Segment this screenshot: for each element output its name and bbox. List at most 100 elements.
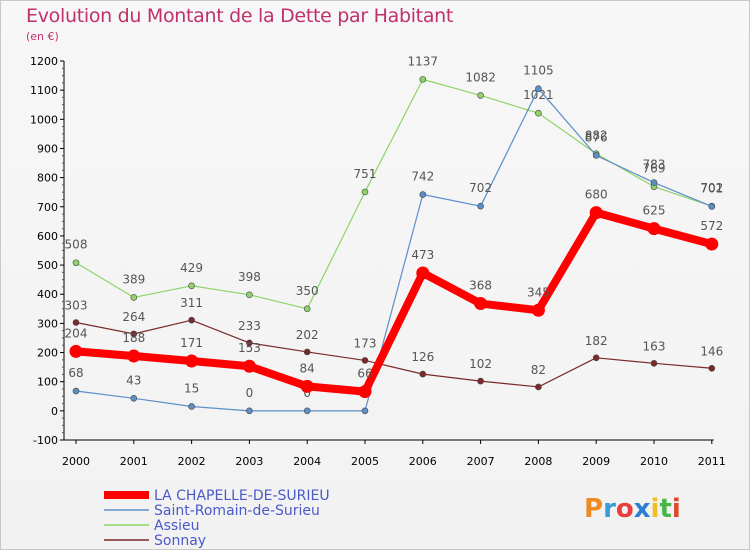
y-tick-label: -100 — [33, 434, 58, 447]
x-tick-label: 2005 — [351, 455, 379, 468]
data-label: 311 — [180, 296, 203, 310]
data-point — [303, 348, 311, 356]
data-label: 702 — [469, 181, 492, 195]
data-point — [474, 297, 488, 311]
data-label: 751 — [354, 167, 377, 181]
data-label: 429 — [180, 261, 203, 275]
data-label: 43 — [126, 373, 141, 387]
data-label: 1021 — [523, 88, 554, 102]
x-tick-label: 2007 — [467, 455, 495, 468]
proxiti-logo: Proxiti — [584, 494, 681, 524]
data-label: 303 — [65, 299, 88, 313]
y-tick-label: 1000 — [30, 113, 58, 126]
data-label: 126 — [411, 350, 434, 364]
data-label: 769 — [643, 162, 666, 176]
data-point — [188, 316, 195, 324]
data-point — [592, 354, 600, 362]
data-label: 171 — [180, 336, 203, 350]
data-label: 572 — [700, 219, 723, 233]
data-point — [300, 379, 314, 393]
data-point — [705, 237, 719, 251]
y-tick-label: 400 — [37, 288, 58, 301]
data-point — [361, 357, 369, 364]
x-tick-label: 2011 — [698, 455, 726, 468]
x-tick-label: 2006 — [409, 455, 437, 468]
data-point — [592, 152, 600, 159]
y-tick-label: 900 — [37, 142, 58, 155]
data-label: 742 — [411, 170, 434, 184]
series-line — [75, 88, 713, 412]
data-label: 15 — [184, 381, 199, 395]
data-point — [188, 403, 195, 410]
data-label: 876 — [585, 130, 608, 144]
y-tick-label: 1100 — [30, 84, 58, 97]
data-point — [647, 222, 661, 236]
data-point — [708, 203, 716, 210]
data-label: 68 — [68, 366, 83, 380]
y-tick-label: 1200 — [30, 55, 58, 68]
y-tick-label: 800 — [37, 172, 58, 185]
data-point — [361, 188, 369, 196]
legend-label: Assieu — [154, 518, 200, 534]
data-point — [69, 344, 83, 358]
data-point — [72, 387, 80, 395]
data-point — [358, 385, 372, 399]
data-point — [130, 294, 138, 301]
data-label: 264 — [122, 310, 145, 324]
data-point — [72, 259, 80, 267]
data-point — [531, 303, 545, 317]
y-tick-label: 700 — [37, 201, 58, 214]
data-label: 398 — [238, 270, 261, 284]
data-label: 202 — [296, 328, 319, 342]
data-label: 0 — [246, 386, 254, 400]
data-point — [477, 92, 484, 99]
data-point — [130, 330, 138, 338]
data-point — [246, 291, 253, 299]
data-point — [419, 191, 427, 198]
data-label: 82 — [531, 363, 546, 377]
data-label: 146 — [700, 344, 723, 358]
x-tick-label: 2002 — [178, 455, 206, 468]
y-tick-label: 100 — [37, 376, 58, 389]
legend-label: LA CHAPELLE-DE-SURIEU — [154, 488, 330, 504]
x-tick-label: 2003 — [235, 455, 263, 468]
data-point — [416, 266, 430, 280]
x-tick-label: 2000 — [62, 455, 90, 468]
legend-label: Saint-Romain-de-Surieu — [154, 503, 320, 519]
data-label: 701 — [700, 181, 723, 195]
data-point — [72, 319, 80, 326]
data-point — [246, 339, 253, 347]
series-line — [72, 208, 716, 396]
data-point — [419, 370, 427, 378]
data-label: 233 — [238, 319, 261, 333]
data-point — [303, 305, 311, 313]
series-line — [75, 319, 713, 388]
series-line — [75, 78, 713, 310]
data-label: 473 — [411, 248, 434, 262]
data-point — [589, 206, 603, 220]
legend-label: Sonnay — [154, 533, 206, 549]
data-label: 188 — [122, 331, 145, 345]
data-label: 163 — [643, 339, 666, 353]
data-point — [242, 359, 256, 373]
data-label: 102 — [469, 357, 492, 371]
data-point — [130, 395, 138, 402]
data-point — [477, 202, 484, 210]
data-label: 508 — [65, 238, 88, 252]
data-point — [185, 354, 199, 368]
y-tick-label: 500 — [37, 259, 58, 272]
data-label: 882 — [585, 129, 608, 143]
data-label: 84 — [300, 361, 315, 375]
data-point — [477, 377, 484, 385]
y-tick-label: 200 — [37, 347, 58, 360]
data-point — [708, 364, 716, 372]
data-point — [650, 179, 658, 186]
data-point — [419, 76, 427, 83]
data-point — [535, 85, 542, 92]
data-label: 680 — [585, 188, 608, 202]
x-tick-label: 2008 — [524, 455, 552, 468]
data-label: 153 — [238, 341, 261, 355]
data-label: 368 — [469, 279, 492, 293]
